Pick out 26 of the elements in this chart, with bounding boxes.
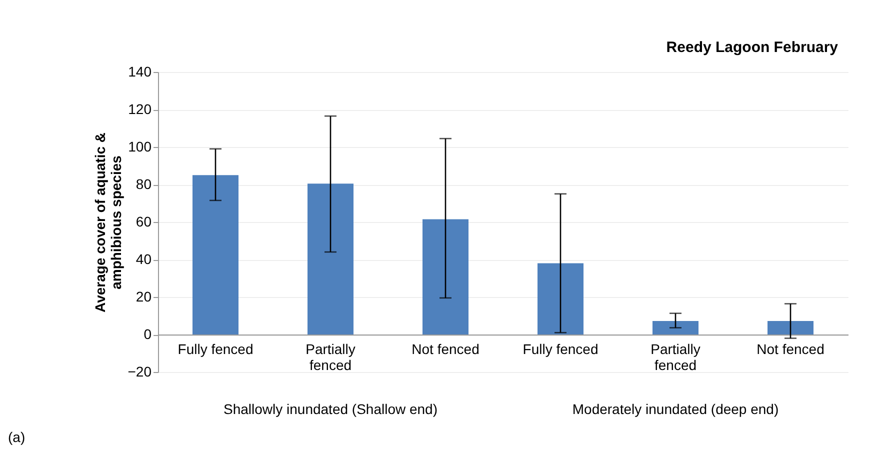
y-tick-label: 40 — [136, 251, 152, 267]
y-tick-label: 120 — [128, 101, 152, 117]
x-tick-label: Fully fenced — [522, 341, 598, 357]
bar — [308, 184, 354, 334]
y-tick-label: 20 — [136, 288, 152, 304]
x-tick-label: Not fenced — [756, 341, 824, 357]
y-tick-label: 140 — [128, 64, 152, 80]
x-tick-label: Not fenced — [412, 341, 480, 357]
text: Shallowly inundated (Shallow end) — [223, 401, 438, 417]
y-tick-label: 80 — [136, 176, 152, 192]
bar — [192, 175, 238, 334]
y-tick-label: −20 — [128, 364, 152, 380]
x-tick-label: Fully fenced — [178, 341, 254, 357]
x-tick-label: Partially fenced — [306, 341, 356, 373]
y-tick-label: 60 — [136, 214, 152, 230]
bar — [422, 219, 468, 334]
y-tick-label: 0 — [144, 326, 152, 342]
y-tick-label: 100 — [128, 138, 152, 154]
text: (a) — [8, 429, 26, 445]
bar — [652, 321, 698, 334]
text: Moderately inundated (deep end) — [572, 401, 779, 417]
bar — [768, 321, 814, 334]
chart-title: Reedy Lagoon February — [666, 39, 839, 56]
x-tick-label: Partially fenced — [650, 341, 700, 373]
bar — [538, 263, 584, 334]
y-axis-title: Average cover of aquatic & amphibious species — [92, 132, 124, 312]
